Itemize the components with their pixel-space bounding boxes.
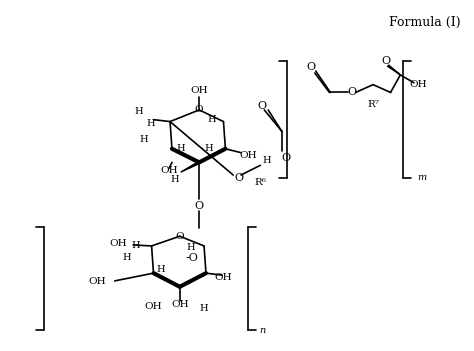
Text: OH: OH — [239, 151, 256, 160]
Polygon shape — [181, 161, 200, 172]
Text: H: H — [139, 134, 148, 144]
Text: n: n — [259, 326, 265, 335]
Text: O: O — [175, 232, 184, 241]
Text: H: H — [176, 144, 185, 153]
Text: H: H — [205, 144, 213, 153]
Text: OH: OH — [88, 277, 106, 286]
Text: O: O — [195, 201, 204, 211]
Text: O: O — [381, 57, 390, 66]
Text: -O: -O — [186, 253, 199, 263]
Text: H: H — [156, 265, 164, 274]
Text: O: O — [347, 87, 356, 98]
Text: H: H — [146, 119, 155, 128]
Text: H: H — [132, 241, 140, 251]
Text: OH: OH — [160, 166, 178, 175]
Text: H: H — [135, 107, 143, 117]
Text: O: O — [281, 153, 290, 164]
Text: OH: OH — [171, 300, 189, 309]
Text: OH: OH — [109, 239, 128, 247]
Text: R⁶: R⁶ — [255, 178, 266, 187]
Text: H: H — [263, 156, 272, 165]
Text: OH: OH — [409, 80, 427, 89]
Text: O: O — [306, 62, 316, 72]
Text: O: O — [235, 173, 244, 183]
Text: Formula (I): Formula (I) — [389, 16, 460, 29]
Text: H: H — [208, 115, 216, 124]
Text: H: H — [186, 243, 195, 252]
Text: R⁷: R⁷ — [367, 100, 379, 108]
Text: m: m — [418, 173, 427, 183]
Text: OH: OH — [145, 302, 162, 311]
Text: OH: OH — [191, 86, 208, 95]
Text: H: H — [122, 253, 131, 262]
Text: H: H — [171, 176, 179, 184]
Text: H: H — [200, 304, 209, 313]
Text: OH: OH — [215, 272, 232, 282]
Text: O: O — [258, 101, 267, 111]
Text: O: O — [195, 105, 203, 114]
